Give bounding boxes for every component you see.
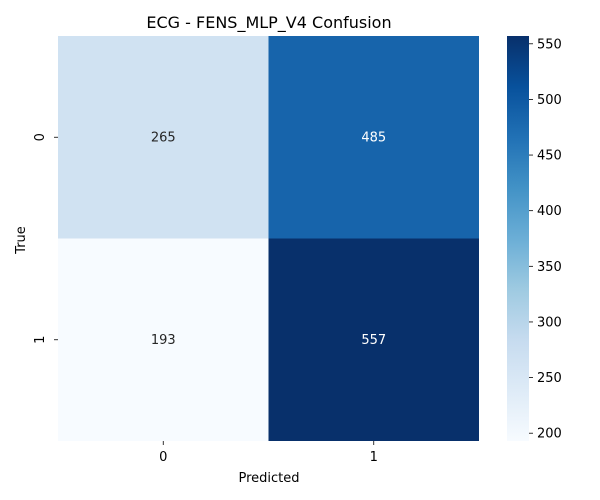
y-axis: 01 — [33, 133, 58, 344]
cell-value-label: 557 — [361, 333, 386, 348]
colorbar-ticks: 200 250 300 350 400 450 500 550 — [529, 37, 562, 442]
cell-value-label: 485 — [361, 130, 386, 145]
colorbar-tick-label: 450 — [537, 149, 562, 164]
colorbar-tick-label: 300 — [537, 315, 562, 330]
chart-title: ECG - FENS_MLP_V4 Confusion — [146, 13, 391, 33]
y-tick-label: 0 — [33, 133, 48, 141]
heatmap-cell — [58, 238, 269, 441]
heatmap-cell — [268, 36, 479, 239]
colorbar-tick-label: 550 — [537, 37, 562, 52]
x-tick-label: 1 — [370, 450, 378, 465]
colorbar — [507, 36, 529, 441]
colorbar-tick-label: 200 — [537, 427, 562, 442]
y-axis-label: True — [14, 226, 29, 255]
cell-value-labels: 265 485 193 557 — [151, 130, 386, 348]
cell-value-label: 265 — [151, 130, 176, 145]
heatmap-cells — [58, 36, 479, 441]
cell-value-label: 193 — [151, 333, 176, 348]
colorbar-tick-label: 350 — [537, 260, 562, 275]
heatmap-cell — [268, 238, 479, 441]
colorbar-tick-label: 400 — [537, 204, 562, 219]
colorbar-tick-label: 250 — [537, 371, 562, 386]
colorbar-tick-label: 500 — [537, 93, 562, 108]
x-tick-label: 0 — [159, 450, 167, 465]
x-axis-label: Predicted — [238, 471, 299, 486]
heatmap-cell — [58, 36, 269, 239]
y-tick-label: 1 — [33, 336, 48, 344]
